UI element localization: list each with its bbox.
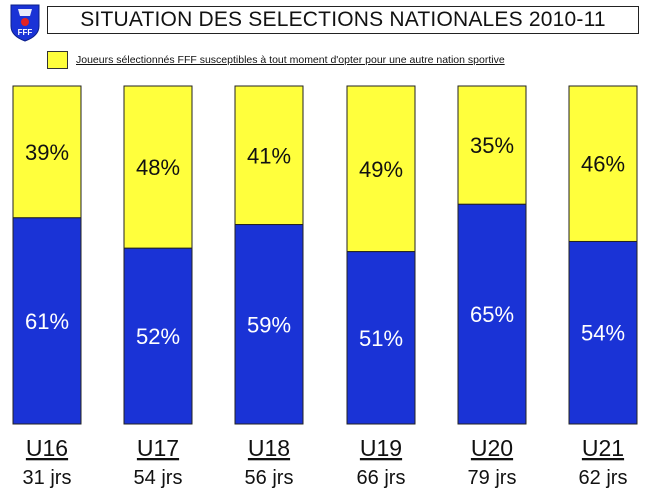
bar-segment-blue: [568, 240, 638, 425]
data-label-yellow: 48%: [136, 155, 180, 180]
player-count-label: 54 jrs: [134, 467, 183, 489]
bar-segment-yellow: [568, 85, 638, 242]
bar-segment-yellow: [457, 85, 527, 205]
player-count-label: 66 jrs: [357, 467, 406, 489]
data-label-yellow: 39%: [25, 140, 69, 165]
bar-segment-blue: [457, 203, 527, 425]
category-label: U17: [137, 435, 179, 461]
data-label-blue: 61%: [25, 309, 69, 334]
category-label: U16: [26, 435, 68, 461]
bar-segment-blue: [123, 247, 193, 425]
player-count-label: 62 jrs: [579, 467, 628, 489]
data-label-blue: 51%: [359, 326, 403, 351]
legend-label: Joueurs sélectionnés FFF susceptibles à …: [76, 54, 505, 66]
category-label: U20: [471, 435, 513, 461]
data-label-yellow: 49%: [359, 157, 403, 182]
bar-segment-blue: [12, 217, 82, 425]
data-label-yellow: 46%: [581, 152, 625, 177]
bar-segment-yellow: [234, 85, 304, 226]
data-label-blue: 65%: [470, 302, 514, 327]
data-label-blue: 59%: [247, 312, 291, 337]
bar-segment-yellow: [346, 85, 416, 253]
bar-segment-yellow: [12, 85, 82, 219]
bar-segment-yellow: [123, 85, 193, 249]
category-label: U19: [360, 435, 402, 461]
bar-segment-blue: [346, 251, 416, 425]
player-count-label: 79 jrs: [468, 467, 517, 489]
player-count-label: 31 jrs: [23, 467, 72, 489]
data-label-blue: 52%: [136, 324, 180, 349]
player-count-label: 56 jrs: [245, 467, 294, 489]
data-label-blue: 54%: [581, 321, 625, 346]
fff-logo: FFF: [10, 4, 40, 42]
logo-text: FFF: [18, 28, 33, 37]
legend: Joueurs sélectionnés FFF susceptibles à …: [47, 50, 505, 70]
data-label-yellow: 41%: [247, 143, 291, 168]
category-label: U21: [582, 435, 624, 461]
chart-title: SITUATION DES SELECTIONS NATIONALES 2010…: [47, 6, 639, 34]
bar-segment-blue: [234, 224, 304, 425]
data-label-yellow: 35%: [470, 133, 514, 158]
legend-swatch-yellow: [47, 51, 68, 69]
category-label: U18: [248, 435, 290, 461]
